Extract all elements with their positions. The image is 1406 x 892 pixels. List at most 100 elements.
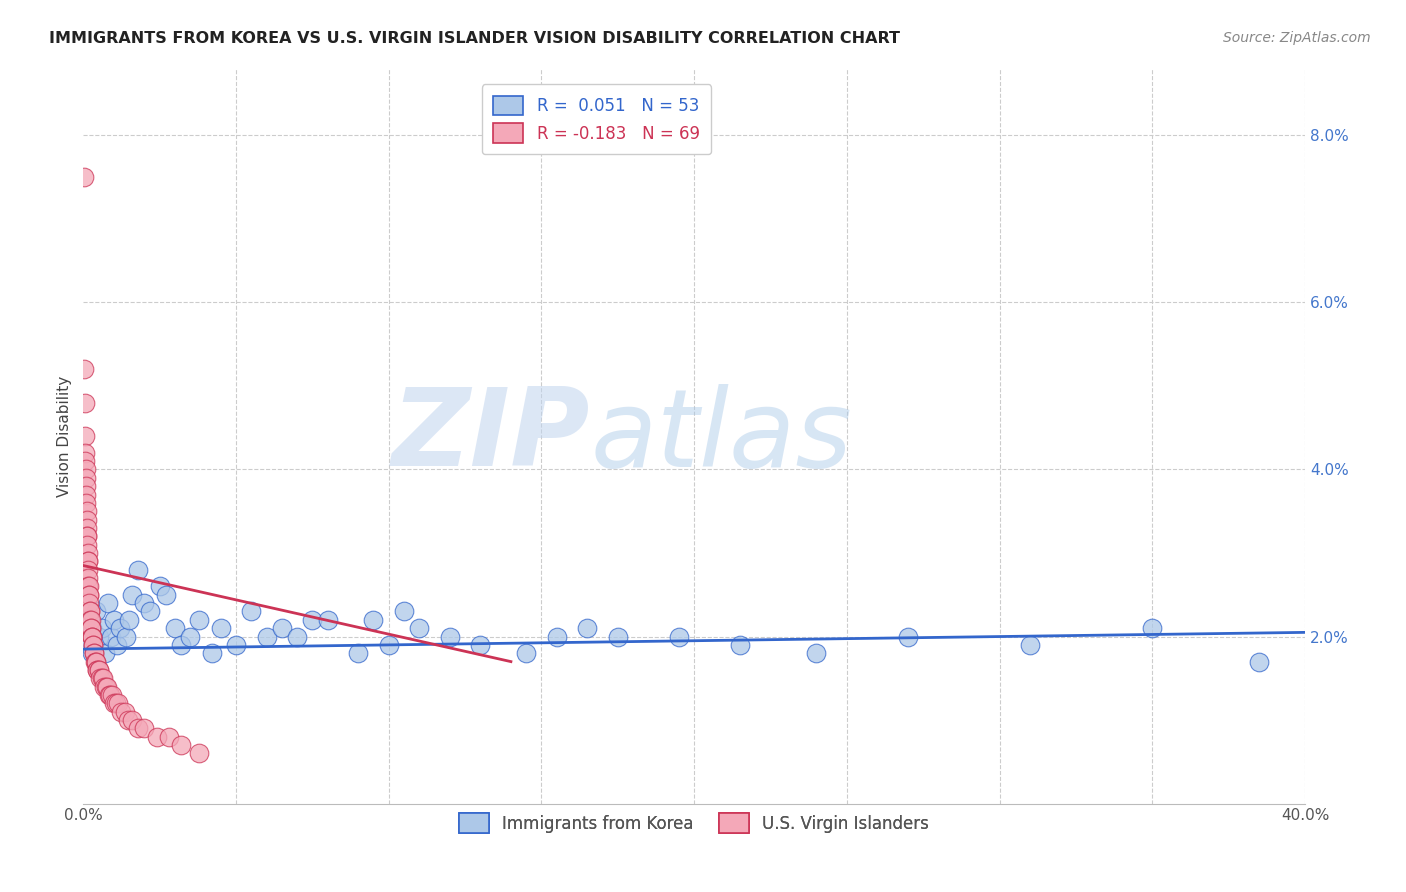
Point <box>80 630 103 644</box>
Point <box>84 605 107 619</box>
Point <box>110 705 132 719</box>
Point <box>200 646 222 660</box>
Point <box>170 738 193 752</box>
Point <box>118 613 141 627</box>
Point <box>134 596 156 610</box>
Point <box>149 579 172 593</box>
Point <box>89 663 111 677</box>
Point <box>75 613 97 627</box>
Point <box>170 638 193 652</box>
Point <box>90 671 112 685</box>
Point <box>114 705 136 719</box>
Point <box>1249 655 1271 669</box>
Text: IMMIGRANTS FROM KOREA VS U.S. VIRGIN ISLANDER VISION DISABILITY CORRELATION CHAR: IMMIGRANTS FROM KOREA VS U.S. VIRGIN ISL… <box>49 31 900 46</box>
Point <box>75 462 97 476</box>
Text: Source: ZipAtlas.com: Source: ZipAtlas.com <box>1223 31 1371 45</box>
Point <box>105 697 128 711</box>
Point <box>90 621 112 635</box>
Point <box>76 529 98 543</box>
Point <box>515 646 537 660</box>
Point <box>80 621 103 635</box>
Point <box>363 613 385 627</box>
Point <box>270 621 292 635</box>
Point <box>79 613 101 627</box>
Point <box>75 487 97 501</box>
Point <box>470 638 492 652</box>
Point <box>80 630 103 644</box>
Point <box>75 496 97 510</box>
Point <box>108 621 131 635</box>
Point <box>100 630 122 644</box>
Point <box>121 713 143 727</box>
Point <box>75 446 97 460</box>
Point <box>209 621 232 635</box>
Point <box>76 513 98 527</box>
Point <box>546 630 568 644</box>
Point <box>139 605 162 619</box>
Point <box>145 730 167 744</box>
Point <box>897 630 920 644</box>
Point <box>83 655 105 669</box>
Point <box>91 671 114 685</box>
Point <box>115 630 138 644</box>
Point <box>107 697 129 711</box>
Point <box>96 680 118 694</box>
Point <box>79 605 101 619</box>
Point <box>97 596 120 610</box>
Point <box>79 638 101 652</box>
Point <box>82 646 104 660</box>
Point <box>806 646 828 660</box>
Point <box>76 521 98 535</box>
Point <box>75 479 97 493</box>
Point <box>82 638 104 652</box>
Point <box>84 655 107 669</box>
Point <box>86 663 108 677</box>
Point <box>97 688 120 702</box>
Point <box>606 630 628 644</box>
Point <box>76 538 98 552</box>
Point <box>316 613 339 627</box>
Point <box>73 170 96 185</box>
Point <box>83 646 105 660</box>
Point <box>377 638 399 652</box>
Point <box>87 630 110 644</box>
Point <box>77 571 100 585</box>
Point <box>163 621 186 635</box>
Point <box>80 621 103 635</box>
Point <box>121 588 143 602</box>
Point <box>76 504 98 518</box>
Point <box>76 554 98 568</box>
Point <box>77 579 100 593</box>
Point <box>76 554 98 568</box>
Point <box>392 605 415 619</box>
Point <box>127 722 149 736</box>
Point <box>1142 621 1164 635</box>
Point <box>73 395 96 409</box>
Point <box>93 646 115 660</box>
Point <box>89 671 111 685</box>
Point <box>225 638 247 652</box>
Point <box>127 563 149 577</box>
Point <box>86 663 108 677</box>
Point <box>103 613 125 627</box>
Point <box>84 655 107 669</box>
Point <box>82 638 104 652</box>
Text: atlas: atlas <box>591 384 852 489</box>
Point <box>347 646 370 660</box>
Point <box>77 588 100 602</box>
Point <box>73 362 96 376</box>
Point <box>79 613 101 627</box>
Point <box>75 454 97 468</box>
Point <box>103 697 125 711</box>
Point <box>256 630 278 644</box>
Point <box>83 646 105 660</box>
Point <box>87 663 110 677</box>
Legend: Immigrants from Korea, U.S. Virgin Islanders: Immigrants from Korea, U.S. Virgin Islan… <box>453 806 936 839</box>
Point <box>105 638 128 652</box>
Point <box>73 429 96 443</box>
Point <box>188 747 211 761</box>
Point <box>179 630 201 644</box>
Point <box>94 680 117 694</box>
Point <box>82 621 104 635</box>
Point <box>728 638 751 652</box>
